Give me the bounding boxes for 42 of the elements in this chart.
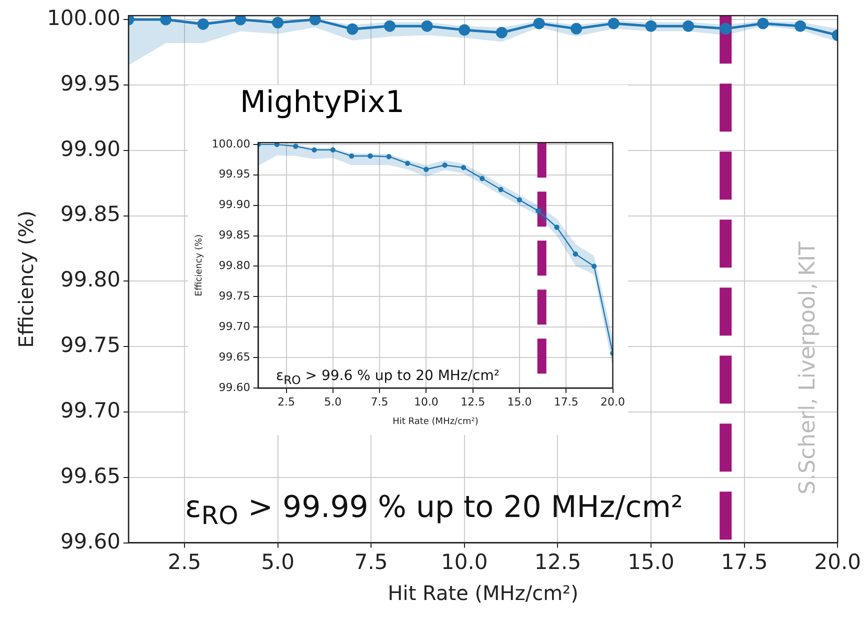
y-tick-label: 99.75: [60, 333, 120, 358]
y-tick-label: 99.75: [218, 290, 250, 303]
y-tick-label: 99.95: [60, 71, 120, 96]
annotation: ε$_{RO}$ > 99.6 % up to 20 MHz/cm²: [276, 368, 500, 387]
x-tick-label: 12.5: [460, 395, 486, 408]
x-tick-label: 12.5: [534, 550, 582, 574]
x-axis-title: Hit Rate (MHz/cm²): [388, 581, 578, 606]
x-tick-label: 15.0: [628, 550, 674, 574]
x-tick-label: 7.5: [370, 395, 388, 408]
x-tick-label: 10.0: [441, 550, 488, 574]
x-tick-label: 7.5: [354, 550, 388, 574]
y-tick-label: 99.95: [218, 168, 250, 181]
y-tick-label: 99.90: [60, 136, 120, 161]
y-axis-title: Efficiency (%): [194, 234, 205, 296]
x-tick-label: 17.5: [720, 550, 768, 574]
y-tick-label: 99.80: [218, 259, 250, 272]
x-tick-label: 20.0: [600, 395, 626, 408]
y-tick-label: 99.60: [218, 380, 250, 394]
chart-title: MightyPix1: [240, 85, 404, 120]
x-axis-title: Hit Rate (MHz/cm²): [392, 416, 478, 427]
y-tick-label: 100.00: [212, 137, 250, 150]
y-tick-label: 99.70: [60, 398, 120, 422]
y-tick-label: 99.85: [218, 228, 250, 242]
x-tick-label: 2.5: [278, 395, 296, 408]
y-tick-label: 99.85: [60, 202, 120, 226]
y-tick-label: 99.60: [60, 529, 120, 554]
y-tick-label: 99.90: [218, 198, 250, 212]
x-tick-label: 17.5: [554, 395, 578, 408]
y-tick-label: 99.80: [60, 268, 120, 292]
y-tick-label: 99.70: [218, 320, 250, 333]
x-tick-label: 5.0: [324, 395, 342, 408]
x-tick-label: 2.5: [168, 550, 202, 574]
x-tick-label: 10.0: [414, 395, 438, 408]
annotation: ε$_{RO}$ > 99.99 % up to 20 MHz/cm²: [185, 490, 683, 530]
y-tick-label: 99.65: [60, 464, 120, 488]
y-axis-title: Efficiency (%): [14, 210, 38, 348]
x-tick-label: 15.0: [507, 395, 532, 408]
x-tick-label: 5.0: [261, 550, 294, 574]
annotation: S.Scherl, Liverpool, KIT: [796, 242, 820, 494]
x-tick-label: 20.0: [814, 550, 862, 574]
y-tick-label: 100.00: [46, 6, 120, 30]
y-tick-label: 99.65: [218, 350, 250, 364]
